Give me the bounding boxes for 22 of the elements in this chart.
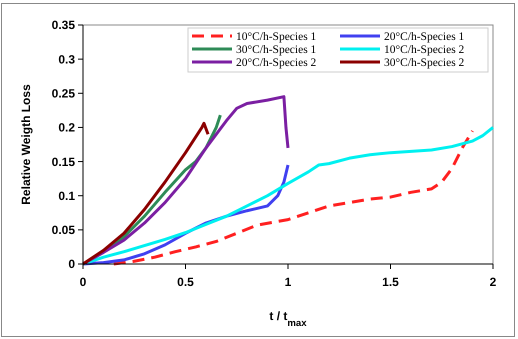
y-tick-label: 0 [68, 257, 76, 272]
x-axis-title: t / t$_{max}$ [269, 309, 308, 328]
x-tick-label: 2 [490, 275, 497, 289]
y-tick-label: 0.1 [58, 188, 76, 203]
x-tick-label: 1 [284, 275, 292, 289]
y-tick-label: 0.25 [52, 86, 76, 100]
x-tick-label: 0 [80, 275, 87, 289]
y-tick-label: 0.35 [52, 18, 76, 32]
legend-label: 10°C/h-Species 1 [236, 31, 317, 44]
x-tick-label: 1.5 [382, 275, 400, 289]
y-tick-label: 0.3 [58, 52, 76, 66]
legend-label: 10°C/h-Species 2 [384, 44, 465, 56]
y-tick-label: 0.05 [52, 223, 76, 238]
legend-label: 30°C/h-Species 2 [384, 57, 465, 70]
legend-label: 20°C/h-Species 2 [236, 57, 317, 70]
y-tick-label: 0.2 [58, 120, 76, 135]
legend-label: 30°C/h-Species 1 [236, 44, 317, 56]
line-series [82, 95, 290, 266]
y-tick-label: 0.15 [52, 154, 76, 169]
y-axis-title: Relative Weigth Loss [19, 84, 33, 205]
x-tick-label: 0.5 [177, 275, 194, 289]
legend-label: 20°C/h-Species 1 [384, 31, 465, 44]
